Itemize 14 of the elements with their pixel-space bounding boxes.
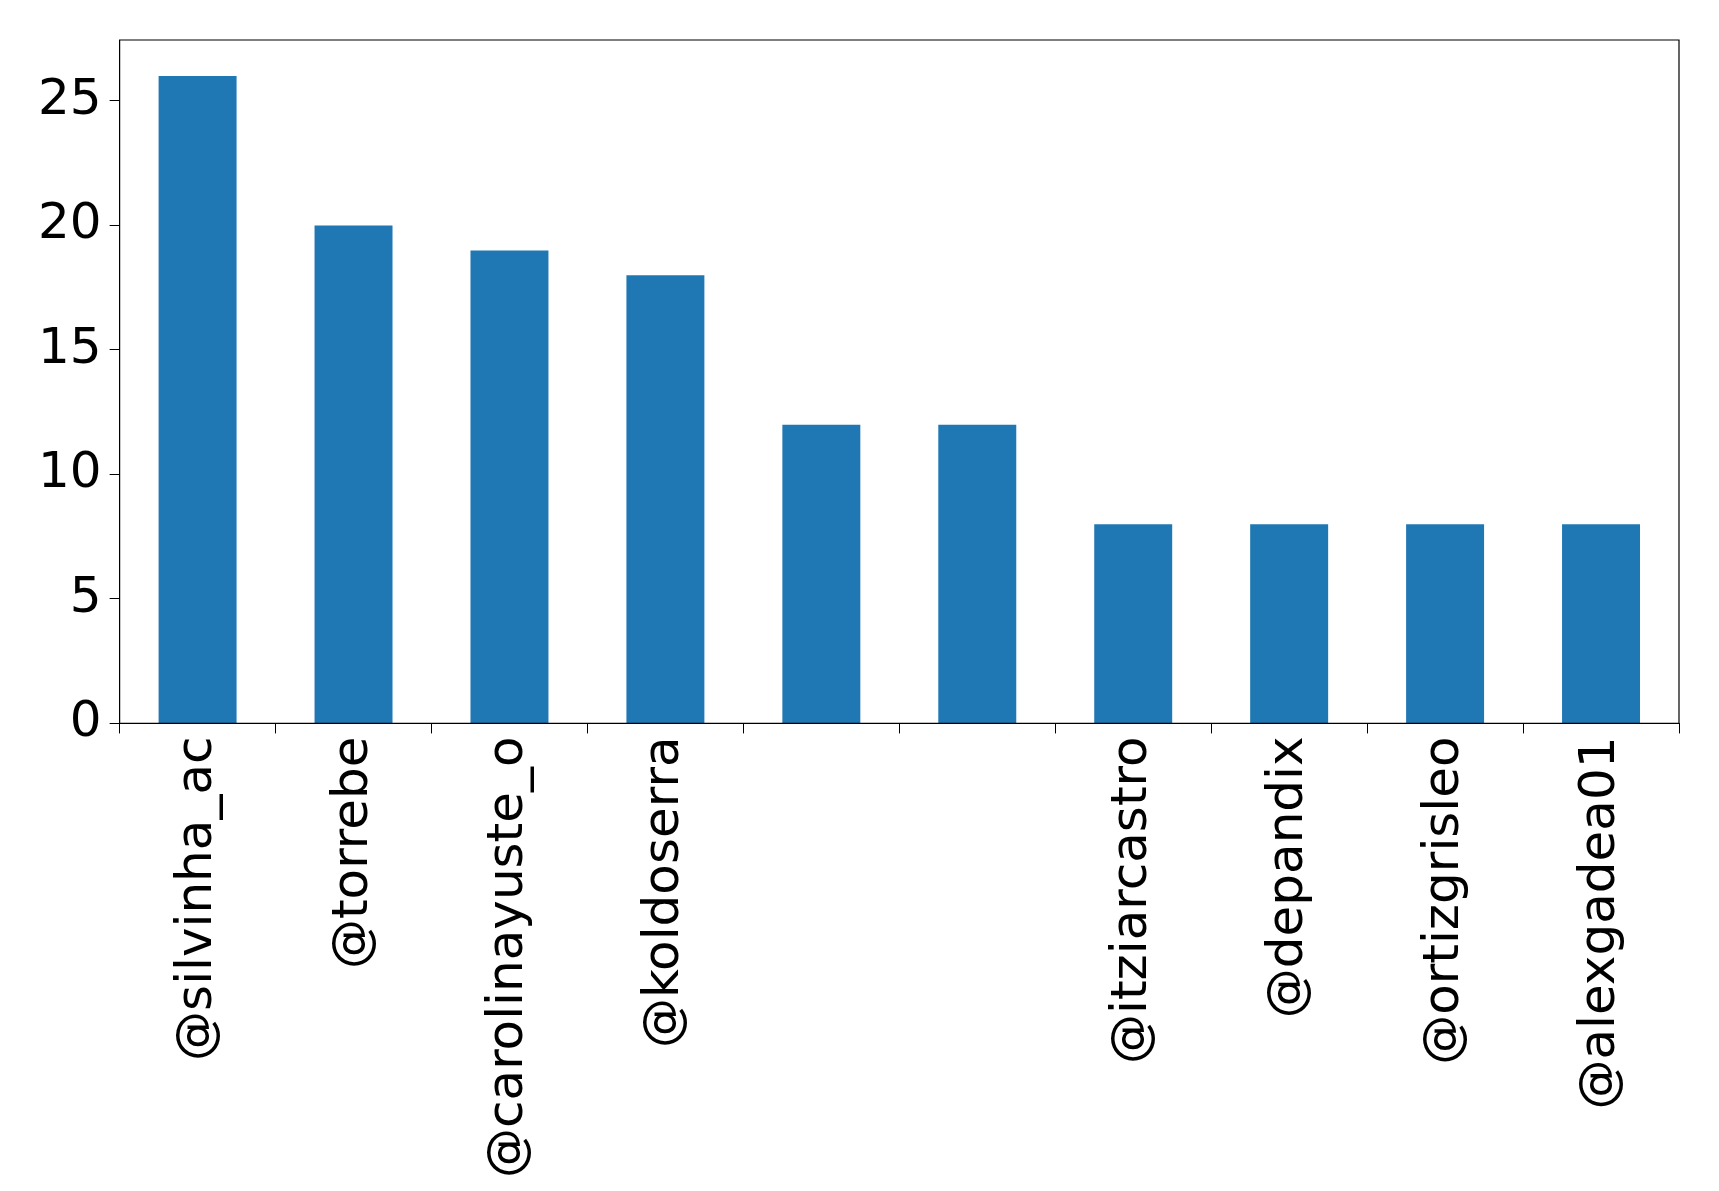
- x-tick-label: @koldoserra: [632, 736, 691, 1049]
- x-tick-label: @ortizgrisleo: [1412, 736, 1471, 1065]
- y-tick-label: 20: [38, 192, 102, 251]
- x-tick-label: @depandix: [1256, 736, 1315, 1019]
- x-tick-label: @alexgadea01: [1568, 736, 1627, 1110]
- y-tick-label: 15: [38, 316, 102, 375]
- x-tick-label: @torrebe: [320, 736, 379, 970]
- x-tick-label: @silvinha_ac: [164, 736, 223, 1061]
- y-tick-label: 0: [69, 690, 102, 749]
- y-tick-label: 5: [69, 565, 102, 624]
- y-tick-label: 10: [38, 441, 102, 500]
- x-tick-label: @carolinayuste_o: [476, 736, 535, 1178]
- y-tick-label: 25: [38, 67, 102, 126]
- x-tick-label: @itziarcastro: [1100, 736, 1159, 1064]
